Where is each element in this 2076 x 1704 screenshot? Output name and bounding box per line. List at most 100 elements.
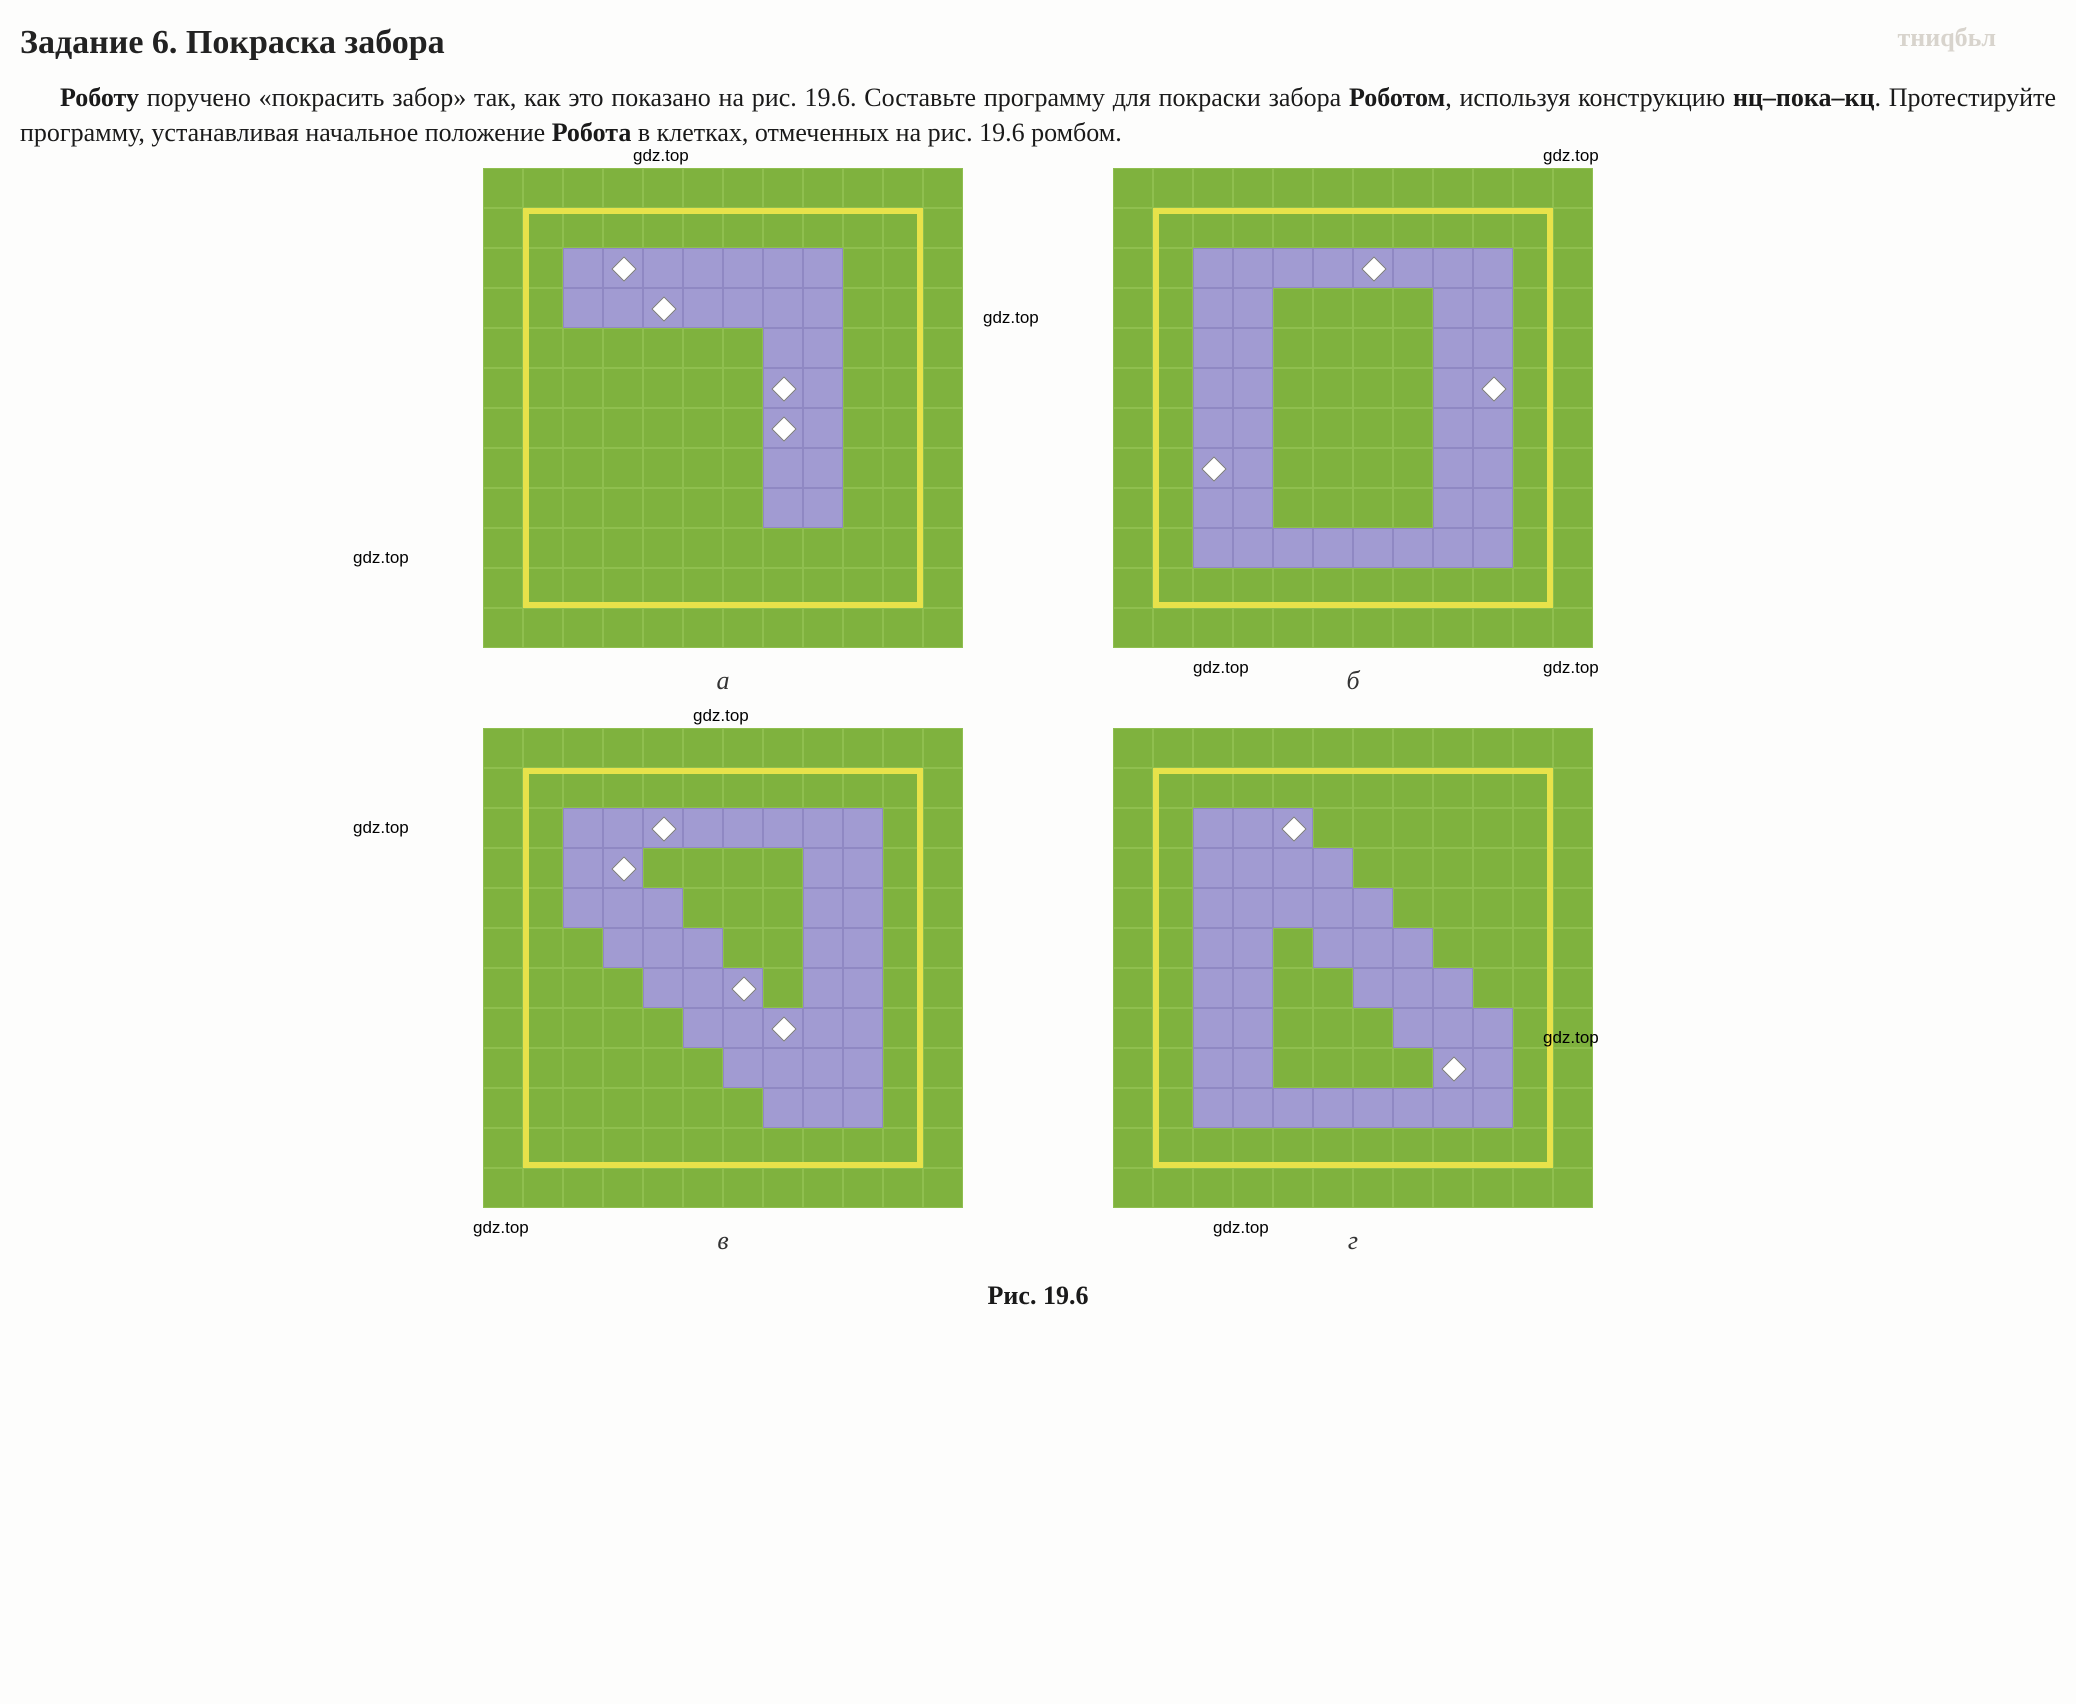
grid-cell xyxy=(723,488,763,528)
grid-cell xyxy=(523,888,563,928)
grid-cell xyxy=(923,248,963,288)
grid-cell xyxy=(603,1088,643,1128)
grid-cell xyxy=(603,328,643,368)
painted-cell xyxy=(1233,368,1273,408)
grid-cell xyxy=(483,1088,523,1128)
grid-cell xyxy=(1393,448,1433,488)
painted-cell xyxy=(763,1048,803,1088)
grid-cell xyxy=(1393,728,1433,768)
grid-cell xyxy=(803,168,843,208)
wall-segment xyxy=(1153,1162,1553,1168)
grid-cell xyxy=(1353,1168,1393,1208)
grid-cell xyxy=(1113,888,1153,928)
grid-cell xyxy=(923,1168,963,1208)
grid-cell xyxy=(1113,808,1153,848)
wall-segment xyxy=(523,1162,923,1168)
wall-segment xyxy=(523,768,923,774)
painted-cell xyxy=(1353,528,1393,568)
grid-cell xyxy=(723,768,763,808)
grid-cell xyxy=(1313,288,1353,328)
grid-cell xyxy=(1153,968,1193,1008)
grid-cell xyxy=(1353,808,1393,848)
grid-cell xyxy=(1113,848,1153,888)
painted-cell xyxy=(1233,448,1273,488)
painted-cell xyxy=(1233,808,1273,848)
grid-cell xyxy=(883,728,923,768)
grid-cell xyxy=(683,408,723,448)
grid-cell xyxy=(803,728,843,768)
grid-cell xyxy=(563,328,603,368)
grid-cell xyxy=(603,768,643,808)
wall-segment xyxy=(1153,208,1159,608)
grid-cell xyxy=(523,368,563,408)
painted-cell xyxy=(683,808,723,848)
grid-cell xyxy=(1313,768,1353,808)
grid-cell xyxy=(723,1088,763,1128)
grid-cell xyxy=(483,888,523,928)
grid-cell xyxy=(1153,408,1193,448)
grid-cell xyxy=(1233,768,1273,808)
grid-cell xyxy=(1393,408,1433,448)
caption-v: в xyxy=(438,1223,1008,1258)
grid-cell xyxy=(1553,1168,1593,1208)
grid-cell xyxy=(1113,288,1153,328)
painted-cell xyxy=(843,1088,883,1128)
painted-cell xyxy=(1393,248,1433,288)
grid-cell xyxy=(923,288,963,328)
panel-a: gdz.topgdz.topgdz.top а xyxy=(438,168,1008,698)
grid-cell xyxy=(643,1088,683,1128)
grid-cell xyxy=(1393,328,1433,368)
grid-cell xyxy=(1473,888,1513,928)
grid-cell xyxy=(1233,1168,1273,1208)
painted-cell xyxy=(763,248,803,288)
grid-cell xyxy=(483,288,523,328)
grid-cell xyxy=(723,368,763,408)
painted-cell xyxy=(1273,1088,1313,1128)
grid-cell xyxy=(603,968,643,1008)
grid-cell xyxy=(843,448,883,488)
painted-cell xyxy=(1473,1048,1513,1088)
painted-cell xyxy=(1473,1008,1513,1048)
grid-cell xyxy=(1553,248,1593,288)
grid-cell xyxy=(1353,488,1393,528)
grid-cell xyxy=(923,968,963,1008)
grid-cell xyxy=(563,768,603,808)
painted-cell xyxy=(563,888,603,928)
intro-bold-construct: нц–пока–кц xyxy=(1733,83,1875,112)
grid-cell xyxy=(483,1008,523,1048)
painted-cell xyxy=(763,288,803,328)
painted-cell xyxy=(1433,1008,1473,1048)
grid-cell xyxy=(923,488,963,528)
grid-cell xyxy=(1433,1168,1473,1208)
grid-cell xyxy=(1433,808,1473,848)
grid-cell xyxy=(1553,448,1593,488)
grid-cell xyxy=(1553,208,1593,248)
grid-cell xyxy=(1273,728,1313,768)
painted-cell xyxy=(803,248,843,288)
grid-cell xyxy=(723,168,763,208)
grid-cell xyxy=(843,368,883,408)
painted-cell xyxy=(1433,1088,1473,1128)
grid-cell xyxy=(1553,568,1593,608)
grid-cell xyxy=(1153,768,1193,808)
painted-cell xyxy=(1233,928,1273,968)
grid-cell xyxy=(563,488,603,528)
grid-cell xyxy=(763,768,803,808)
grid-cell xyxy=(483,168,523,208)
grid-cell xyxy=(883,168,923,208)
grid-cell xyxy=(683,368,723,408)
grid-cell xyxy=(843,288,883,328)
grid-g: gdz.topgdz.top xyxy=(1113,728,1593,1208)
figure-grid: gdz.topgdz.topgdz.top а gdz.topgdz.topgd… xyxy=(438,168,1638,1258)
painted-cell xyxy=(843,968,883,1008)
painted-cell xyxy=(723,1048,763,1088)
watermark: gdz.top xyxy=(983,308,1039,328)
grid-cell xyxy=(1153,1008,1193,1048)
grid-cell xyxy=(1393,608,1433,648)
painted-cell xyxy=(763,488,803,528)
painted-cell xyxy=(723,808,763,848)
painted-cell xyxy=(1353,1088,1393,1128)
grid-cell xyxy=(883,1168,923,1208)
painted-cell xyxy=(1193,968,1233,1008)
grid-cell xyxy=(1553,1128,1593,1168)
